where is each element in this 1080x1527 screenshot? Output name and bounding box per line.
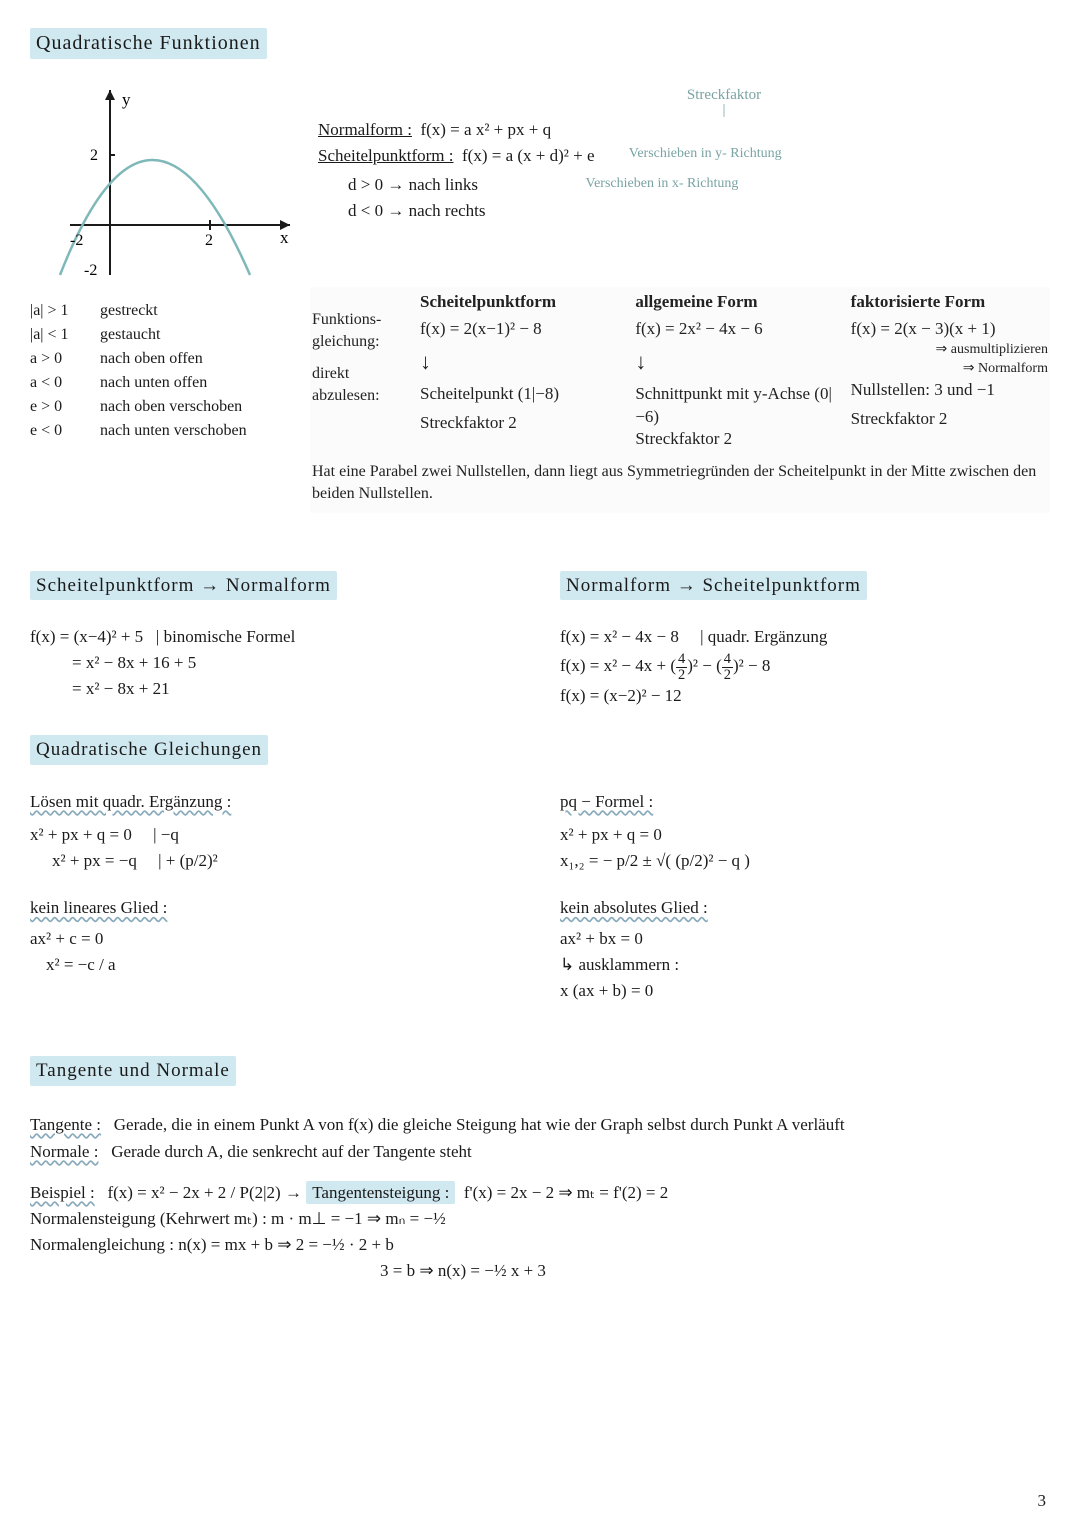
eq-title: Quadratische Gleichungen (30, 735, 268, 765)
solve-row1: Lösen mit quadr. Ergänzung : x² + px + q… (30, 791, 1050, 876)
solve-n1: ax² + c = 0 (30, 928, 520, 951)
conv1-l2: = x² − 8x + 16 + 5 (30, 652, 520, 675)
arrow-icon: ↓ (635, 347, 832, 377)
graph-svg: y x 2 2 -2 -2 (30, 75, 310, 285)
conv1-l1: f(x) = (x−4)² + 5 (30, 627, 143, 646)
shift-x-annot: Verschieben in x- Richtung (586, 171, 739, 226)
parabola-graph: y x 2 2 -2 -2 (30, 75, 310, 285)
conv2-title: Normalform → Scheitelpunktform (560, 571, 867, 601)
conv2-l1: f(x) = x² − 4x − 8 (560, 627, 679, 646)
tbl-c3-head: faktorisierte Form (851, 291, 1048, 314)
solve-a2: ↳ ausklammern : (560, 954, 1050, 977)
param-5c: e > 0 (30, 395, 100, 419)
param-6e: nach unten verschoben (100, 422, 247, 439)
mid-row: |a| > 1gestreckt |a| < 1gestaucht a > 0n… (30, 279, 1050, 513)
tbl-c2-eq: f(x) = 2x² − 4x − 6 (635, 318, 832, 341)
connector: | (398, 105, 1050, 116)
tan-bdef1: f(x) = x² − 2x + 2 / P(2|2) → (107, 1183, 302, 1202)
param-2c: |a| < 1 (30, 323, 100, 347)
svg-text:-2: -2 (70, 232, 83, 249)
solve-e1op: | −q (153, 825, 179, 844)
svg-text:x: x (280, 228, 289, 247)
solve-h3: kein lineares Glied : (30, 897, 520, 920)
solve-p1: x² + px + q = 0 (560, 824, 1050, 847)
tan-tlabel: Tangente : (30, 1115, 101, 1134)
svg-text:-2: -2 (84, 262, 97, 279)
vertexform-eq: f(x) = a (x + d)² + e (462, 146, 595, 165)
conversions-row: Scheitelpunktform → Normalform f(x) = (x… (30, 553, 1050, 711)
param-6c: e < 0 (30, 419, 100, 443)
tbl-c1-r1: Scheitelpunkt (1|−8) (420, 383, 617, 406)
conv1-title: Scheitelpunktform → Normalform (30, 571, 337, 601)
tan-title: Tangente und Normale (30, 1056, 236, 1086)
tan-bslope: f'(x) = 2x − 2 ⇒ mₜ = f'(2) = 2 (464, 1183, 668, 1202)
solve-a3: x (ax + b) = 0 (560, 980, 1050, 1003)
param-4c: a < 0 (30, 371, 100, 395)
svg-text:2: 2 (90, 147, 98, 164)
normalform-line: Normalform : f(x) = a x² + px + q (318, 119, 1050, 142)
tbl-footnote: Hat eine Parabel zwei Nullstellen, dann … (312, 461, 1048, 504)
param-list: |a| > 1gestreckt |a| < 1gestaucht a > 0n… (30, 299, 310, 513)
solve-n2: x² = −c / a (30, 954, 520, 977)
tan-n2: Normalengleichung : n(x) = mx + b ⇒ 2 = … (30, 1234, 1050, 1257)
forms-block: Streckfaktor | Normalform : f(x) = a x² … (310, 75, 1050, 285)
arrow-icon: ↓ (420, 347, 617, 377)
tbl-c2-head: allgemeine Form (635, 291, 832, 314)
param-3c: a > 0 (30, 347, 100, 371)
solve-h1: Lösen mit quadr. Ergänzung : (30, 791, 520, 814)
tan-n3: 3 = b ⇒ n(x) = −½ x + 3 (30, 1260, 1050, 1283)
tbl-rowlabel1: Funktions-gleichung: (312, 291, 402, 335)
conv2-l2: f(x) = x² − 4x + (42)² − (42)² − 8 (560, 652, 1050, 682)
solve-p2: x₁,₂ = − p/2 ± √( (p/2)² − q ) (560, 850, 1050, 873)
tbl-c1-r2: Streckfaktor 2 (420, 412, 617, 435)
page-number: 3 (1038, 1490, 1047, 1513)
tbl-c2-r2: Streckfaktor 2 (635, 428, 832, 451)
d-neg: d < 0 → nach rechts (348, 200, 486, 223)
vertexform-label: Scheitelpunktform : (318, 146, 454, 165)
solve-row2: kein lineares Glied : ax² + c = 0 x² = −… (30, 897, 1050, 1006)
solve-h4: kein absolutes Glied : (560, 897, 1050, 920)
solve-a1: ax² + bx = 0 (560, 928, 1050, 951)
tbl-rowlabel2: direkt abzulesen: (312, 363, 402, 406)
tbl-c1-head: Scheitelpunktform (420, 291, 617, 314)
normalform-eq: f(x) = a x² + px + q (420, 120, 551, 139)
tan-bslope-label: Tangentensteigung : (306, 1181, 455, 1204)
top-row: y x 2 2 -2 -2 Streckfaktor | Normalform … (30, 75, 1050, 285)
d-pos: d > 0 → nach links (348, 174, 486, 197)
vertexform-line: Scheitelpunktform : f(x) = a (x + d)² + … (318, 145, 1050, 168)
tbl-c3-n1: ⇒ ausmultiplizieren (936, 342, 1048, 357)
solve-h2: pq − Formel : (560, 791, 1050, 814)
tbl-c3-r2: Streckfaktor 2 (851, 408, 1048, 431)
conv2-l1n: | quadr. Ergänzung (700, 627, 827, 646)
tan-tdef: Gerade, die in einem Punkt A von f(x) di… (114, 1115, 845, 1134)
param-5e: nach oben verschoben (100, 398, 242, 415)
conv2-l3: f(x) = (x−2)² − 12 (560, 685, 1050, 708)
tan-block: Tangente : Gerade, die in einem Punkt A … (30, 1114, 1050, 1283)
solve-e1: x² + px + q = 0 (30, 825, 132, 844)
param-1e: gestreckt (100, 302, 158, 319)
tbl-c1-eq: f(x) = 2(x−1)² − 8 (420, 318, 617, 341)
tan-blabel: Beispiel : (30, 1183, 95, 1202)
param-4e: nach unten offen (100, 374, 207, 391)
normalform-label: Normalform : (318, 120, 412, 139)
tbl-c3-n2: ⇒ Normalform (963, 361, 1048, 376)
conv1-l1n: | binomische Formel (156, 627, 295, 646)
solve-e2op: | + (p/2)² (158, 851, 218, 870)
tan-nlabel: Normale : (30, 1142, 98, 1161)
tbl-c3-r1: Nullstellen: 3 und −1 (851, 379, 1048, 402)
tbl-c3-eq: f(x) = 2(x − 3)(x + 1) (851, 318, 1048, 341)
forms-table: Funktions-gleichung: direkt abzulesen: S… (310, 287, 1050, 513)
param-2e: gestaucht (100, 326, 160, 343)
tan-n1: Normalensteigung (Kehrwert mₜ) : m · m⊥ … (30, 1208, 1050, 1231)
solve-e2: x² + px = −q (52, 851, 137, 870)
svg-text:2: 2 (205, 232, 213, 249)
shift-y-annot: Verschieben in y- Richtung (629, 146, 782, 161)
conv1-l3: = x² − 8x + 21 (30, 678, 520, 701)
param-3e: nach oben offen (100, 350, 203, 367)
page-title: Quadratische Funktionen (30, 28, 267, 59)
param-1c: |a| > 1 (30, 299, 100, 323)
tan-ndef: Gerade durch A, die senkrecht auf der Ta… (111, 1142, 472, 1161)
svg-text:y: y (122, 90, 131, 109)
tbl-c2-r1: Schnittpunkt mit y-Achse (0|−6) (635, 383, 832, 429)
